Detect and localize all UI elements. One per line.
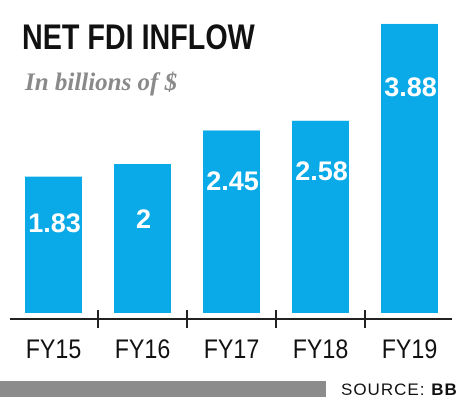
- chart-subtitle: In billions of $: [25, 69, 178, 96]
- bar-fy19: [381, 23, 438, 313]
- bar-fy18: [292, 120, 349, 313]
- data-label-fy15: 1.83: [28, 208, 81, 238]
- x-tick-label-fy16: FY16: [115, 334, 170, 364]
- bar-fy17: [203, 130, 260, 313]
- x-tick-label-fy18: FY18: [293, 334, 348, 364]
- bar-fy15: [25, 176, 82, 313]
- bar-fy16: [114, 164, 171, 313]
- source-name: BB: [431, 380, 458, 399]
- data-label-fy17: 2.45: [206, 166, 259, 196]
- x-tick-label-fy19: FY19: [382, 334, 437, 364]
- data-label-fy19: 3.88: [384, 72, 437, 102]
- x-tick-label-fy15: FY15: [26, 334, 81, 364]
- footer-divider-bar: [0, 381, 326, 397]
- chart-title: NET FDI INFLOW: [22, 18, 255, 57]
- data-label-fy18: 2.58: [295, 156, 348, 186]
- source-credit: SOURCE: BB: [341, 380, 458, 400]
- data-label-fy16: 2: [136, 204, 151, 234]
- source-prefix: SOURCE:: [341, 380, 432, 399]
- x-tick-label-fy17: FY17: [204, 334, 259, 364]
